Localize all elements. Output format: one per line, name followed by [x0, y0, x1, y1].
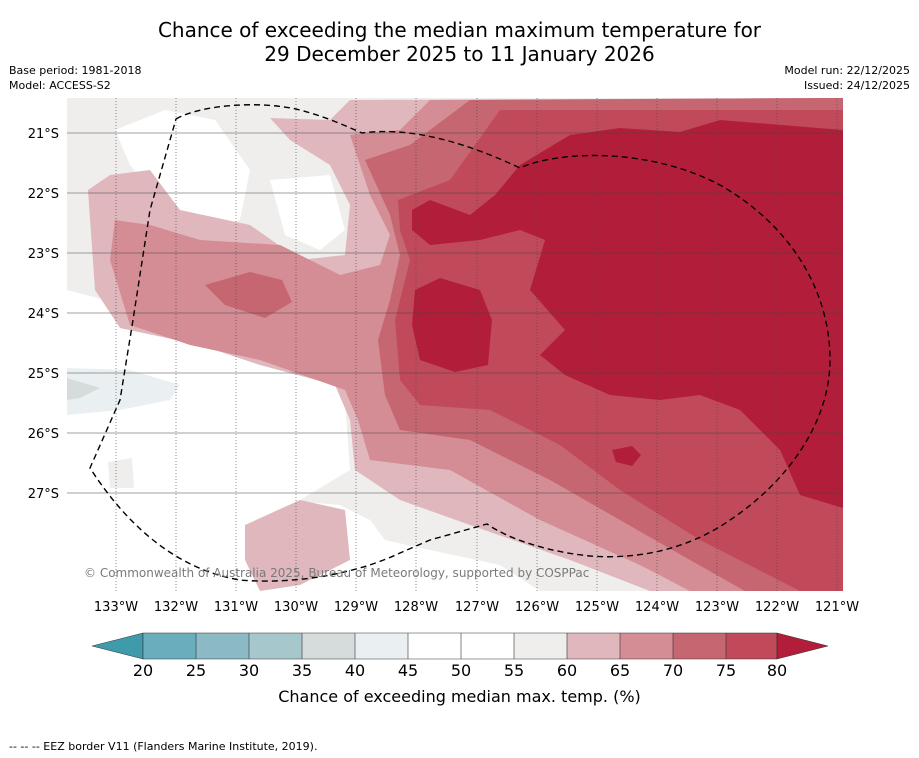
colorbar-swatch-55-60: [514, 633, 567, 659]
latitude-lines: [67, 132, 843, 494]
colorbar-tick: 50: [451, 661, 471, 680]
lon-label: 131°W: [214, 600, 258, 615]
map-title: Chance of exceeding the median maximum t…: [0, 18, 919, 66]
colorbar-ticks: 20 25 30 35 40 45 50 55 60 65 70 75 80: [133, 661, 787, 680]
colorbar-tick: 35: [292, 661, 312, 680]
colorbar-tick: 45: [398, 661, 418, 680]
colorbar: 20 25 30 35 40 45 50 55 60 65 70 75 80: [91, 632, 829, 680]
colorbar-label: Chance of exceeding median max. temp. (%…: [278, 687, 641, 706]
colorbar-tick: 40: [345, 661, 365, 680]
lon-label: 129°W: [334, 600, 378, 615]
lon-label: 124°W: [635, 600, 679, 615]
title-line-2: 29 December 2025 to 11 January 2026: [264, 42, 655, 66]
lon-label: 123°W: [695, 600, 739, 615]
lat-label: 22°S: [28, 187, 59, 202]
title-line-1: Chance of exceeding the median maximum t…: [157, 18, 762, 42]
legend-footer: -- -- -- EEZ border V11 (Flanders Marine…: [9, 740, 318, 753]
copyright-note: © Commonwealth of Australia 2025, Bureau…: [84, 566, 589, 580]
lon-label: 128°W: [394, 600, 438, 615]
colorbar-swatch-25-30: [196, 633, 249, 659]
lon-label: 122°W: [755, 600, 799, 615]
band-above-80-blob-2: [612, 446, 641, 466]
colorbar-above-80: [776, 632, 829, 660]
colorbar-tick: 25: [186, 661, 206, 680]
colorbar-tick: 60: [557, 661, 577, 680]
colorbar-tick: 20: [133, 661, 153, 680]
issued-date: Issued: 24/12/2025: [803, 79, 910, 92]
band-above-80-blob-1: [412, 278, 492, 372]
base-period: Base period: 1981-2018: [9, 64, 142, 77]
lat-label: 26°S: [28, 427, 59, 442]
band-45-50-pocket-1: [115, 110, 250, 232]
lon-label: 130°W: [274, 600, 318, 615]
colorbar-swatch-30-35: [249, 633, 302, 659]
lon-label: 126°W: [515, 600, 559, 615]
colorbar-swatch-60-65: [567, 633, 620, 659]
colorbar-swatch-70-75: [673, 633, 726, 659]
colorbar-below-20: [91, 632, 144, 660]
map-plot-area: © Commonwealth of Australia 2025, Bureau…: [67, 98, 843, 591]
band-45-50-pocket-2: [270, 175, 345, 250]
band-40-45: [67, 368, 180, 415]
graticule: [115, 98, 838, 591]
band-70-75-blob: [205, 272, 292, 318]
colorbar-dividers: [142, 632, 778, 660]
colorbar-tick: 70: [663, 661, 683, 680]
lat-label: 23°S: [28, 247, 59, 262]
lon-label: 121°W: [815, 600, 859, 615]
lat-label: 27°S: [28, 487, 59, 502]
colorbar-swatch-65-70: [620, 633, 673, 659]
eez-border: [89, 104, 831, 582]
band-above-80: [412, 120, 843, 508]
lon-label: 132°W: [154, 600, 198, 615]
model-name: Model: ACCESS-S2: [9, 79, 111, 92]
lon-label: 133°W: [94, 600, 138, 615]
lon-labels: 133°W 132°W 131°W 130°W 129°W 128°W 127°…: [94, 600, 859, 615]
lat-label: 24°S: [28, 307, 59, 322]
lat-labels: 21°S 22°S 23°S 24°S 25°S 26°S 27°S: [28, 127, 59, 502]
colorbar-swatch-20-25: [143, 633, 196, 659]
colorbar-tick: 30: [239, 661, 259, 680]
model-run: Model run: 22/12/2025: [784, 64, 910, 77]
meta-right: Model run: 22/12/2025 Issued: 24/12/2025: [784, 63, 910, 93]
band-35-40: [67, 378, 100, 400]
colorbar-tick: 65: [610, 661, 630, 680]
colorbar-tick: 75: [716, 661, 736, 680]
colorbar-swatch-40-45: [355, 633, 408, 659]
band-55-60-patch: [108, 458, 134, 488]
colorbar-swatch-45-50: [408, 633, 461, 659]
lon-label: 125°W: [575, 600, 619, 615]
colorbar-swatch-35-40: [302, 633, 355, 659]
colorbar-tick: 80: [767, 661, 787, 680]
colorbar-swatch-75-80: [726, 633, 777, 659]
meta-left: Base period: 1981-2018 Model: ACCESS-S2: [9, 63, 141, 93]
lon-label: 127°W: [455, 600, 499, 615]
lat-label: 21°S: [28, 127, 59, 142]
colorbar-tick: 55: [504, 661, 524, 680]
colorbar-swatch-50-55: [461, 633, 514, 659]
band-60-65-south: [245, 500, 350, 591]
lat-label: 25°S: [28, 367, 59, 382]
